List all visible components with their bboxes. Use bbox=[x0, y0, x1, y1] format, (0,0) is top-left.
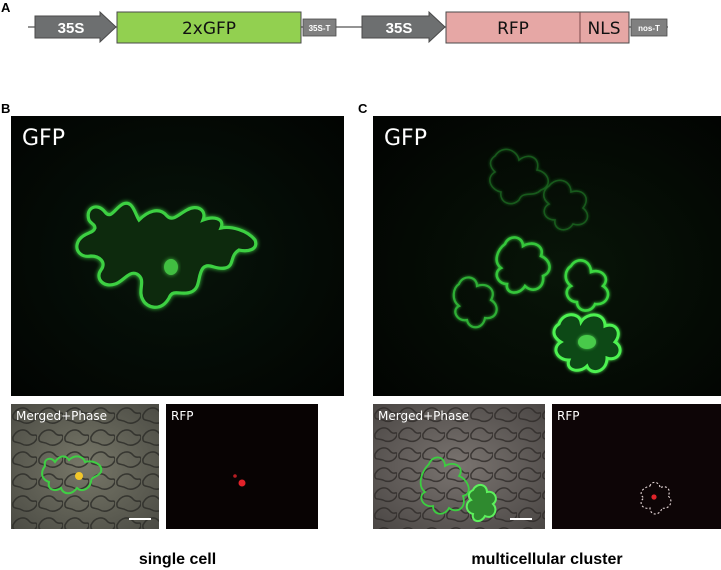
promoter-1-arrow bbox=[34, 10, 117, 44]
panel-b-rfp-graphic bbox=[166, 404, 318, 529]
panel-c-scale-bar bbox=[510, 518, 532, 520]
panel-c-gfp-image: GFP bbox=[373, 116, 721, 396]
panel-b-rfp-label: RFP bbox=[171, 409, 194, 423]
merged-nucleus bbox=[75, 472, 83, 480]
panel-letter-c: C bbox=[358, 101, 368, 116]
merged-cluster-outline bbox=[419, 456, 470, 515]
construct-diagram: 35S 2xGFP 35S-T 35S RFP NLS nos-T bbox=[28, 10, 668, 44]
cluster-cell-dim-1 bbox=[489, 148, 549, 205]
panel-b-scale-bar bbox=[129, 518, 151, 520]
panel-letter-a: A bbox=[1, 0, 11, 15]
terminator-1-box bbox=[302, 18, 337, 37]
promoter-2-label: 35S bbox=[386, 20, 413, 37]
merged-cluster-bright-cell bbox=[465, 484, 497, 522]
cluster-cell-dim-2 bbox=[542, 179, 589, 231]
panel-b-merged-image: Merged+Phase bbox=[11, 404, 159, 529]
rfp-box bbox=[445, 11, 630, 44]
promoter-1-label: 35S bbox=[58, 20, 85, 37]
panel-c-merged-graphic bbox=[373, 404, 545, 529]
rfp-nucleus-signal-2 bbox=[233, 474, 237, 478]
merged-cell-outline bbox=[41, 455, 103, 495]
panel-c-rfp-graphic bbox=[552, 404, 721, 529]
single-cell-outline bbox=[75, 201, 258, 309]
panel-b-gfp-label: GFP bbox=[22, 126, 65, 151]
panel-b-gfp-cell-graphic bbox=[11, 116, 344, 396]
panel-letter-b: B bbox=[1, 101, 11, 116]
rfp-label: RFP bbox=[497, 19, 529, 39]
panel-b-rfp-image: RFP bbox=[166, 404, 318, 529]
terminator-2-label: nos-T bbox=[638, 24, 660, 33]
panel-b-merged-label: Merged+Phase bbox=[16, 409, 107, 423]
panel-c-merged-label: Merged+Phase bbox=[378, 409, 469, 423]
cluster-cell-mid-3 bbox=[564, 259, 610, 312]
panel-c-merged-image: Merged+Phase bbox=[373, 404, 545, 529]
panel-c-gfp-cluster-graphic bbox=[373, 116, 721, 396]
panel-c-gfp-label: GFP bbox=[384, 126, 427, 151]
terminator-1-label: 35S-T bbox=[309, 24, 331, 33]
panel-b-merged-graphic bbox=[11, 404, 159, 529]
cluster-nucleus-glow bbox=[578, 335, 596, 349]
nls-label: NLS bbox=[588, 19, 621, 39]
cluster-cell-mid-2 bbox=[452, 276, 498, 329]
promoter-2-arrow bbox=[361, 10, 446, 44]
panel-b-caption: single cell bbox=[138, 551, 217, 568]
panel-c-rfp-label: RFP bbox=[557, 409, 580, 423]
panel-b-gfp-image: GFP bbox=[11, 116, 344, 396]
cell-nucleus-glow bbox=[164, 259, 178, 275]
panel-c-caption: multicellular cluster bbox=[471, 551, 623, 568]
gfp-label: 2xGFP bbox=[182, 19, 236, 39]
cluster-cell-mid-1 bbox=[495, 236, 551, 294]
panel-c-rfp-image: RFP bbox=[552, 404, 721, 529]
terminator-2-box bbox=[630, 18, 668, 37]
rfp-cluster-nucleus bbox=[651, 494, 657, 500]
rfp-nucleus-signal bbox=[238, 479, 246, 487]
gfp-box bbox=[116, 11, 302, 44]
